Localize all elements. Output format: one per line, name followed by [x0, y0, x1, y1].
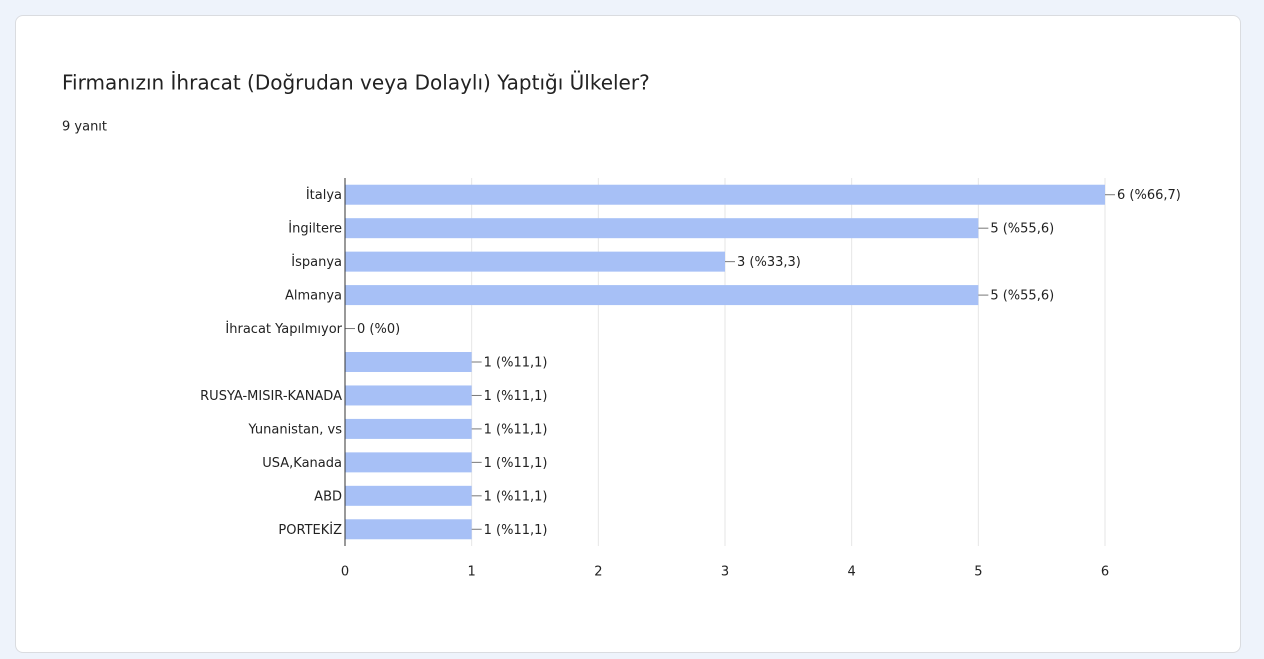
x-tick-label: 1 [468, 565, 476, 580]
bar [345, 251, 725, 272]
x-tick-label: 3 [721, 565, 729, 580]
value-label: 1 (%11,1) [484, 523, 548, 538]
response-count: 9 yanıt [62, 120, 107, 135]
y-tick-label: ABD [314, 489, 342, 504]
bar [345, 418, 472, 439]
value-label: 1 (%11,1) [484, 422, 548, 437]
value-label: 0 (%0) [357, 322, 400, 337]
y-tick-label: Almanya [285, 289, 342, 304]
x-tick-label: 0 [341, 565, 349, 580]
y-tick-label: İtalya [306, 187, 342, 203]
bar [345, 184, 1105, 205]
value-label: 1 (%11,1) [484, 489, 548, 504]
value-label: 1 (%11,1) [484, 389, 548, 404]
bar [345, 385, 472, 406]
x-tick-label: 4 [848, 565, 856, 580]
y-tick-label: RUSYA-MISIR-KANADA [200, 389, 342, 404]
y-tick-label: PORTEKİZ [278, 522, 342, 538]
bar [345, 485, 472, 506]
bar [345, 519, 472, 540]
value-label: 5 (%55,6) [990, 289, 1054, 304]
bar [345, 285, 979, 306]
x-tick-label: 2 [594, 565, 602, 580]
y-tick-label: İhracat Yapılmıyor [225, 321, 342, 337]
y-tick-label: USA,Kanada [262, 456, 342, 471]
value-label: 5 (%55,6) [990, 222, 1054, 237]
bar [345, 352, 472, 372]
bar [345, 218, 979, 239]
x-tick-label: 5 [974, 565, 982, 580]
card [15, 15, 1241, 653]
y-tick-label: Yunanistan, vs [247, 422, 342, 437]
x-tick-label: 6 [1101, 565, 1109, 580]
y-tick-label: İspanya [291, 254, 342, 270]
bar [345, 452, 472, 473]
value-label: 1 (%11,1) [484, 356, 548, 371]
y-tick-label: İngiltere [288, 221, 342, 237]
value-label: 1 (%11,1) [484, 456, 548, 471]
chart-title: Firmanızın İhracat (Doğrudan veya Dolayl… [62, 71, 650, 95]
value-label: 3 (%33,3) [737, 255, 801, 270]
value-label: 6 (%66,7) [1117, 188, 1181, 203]
